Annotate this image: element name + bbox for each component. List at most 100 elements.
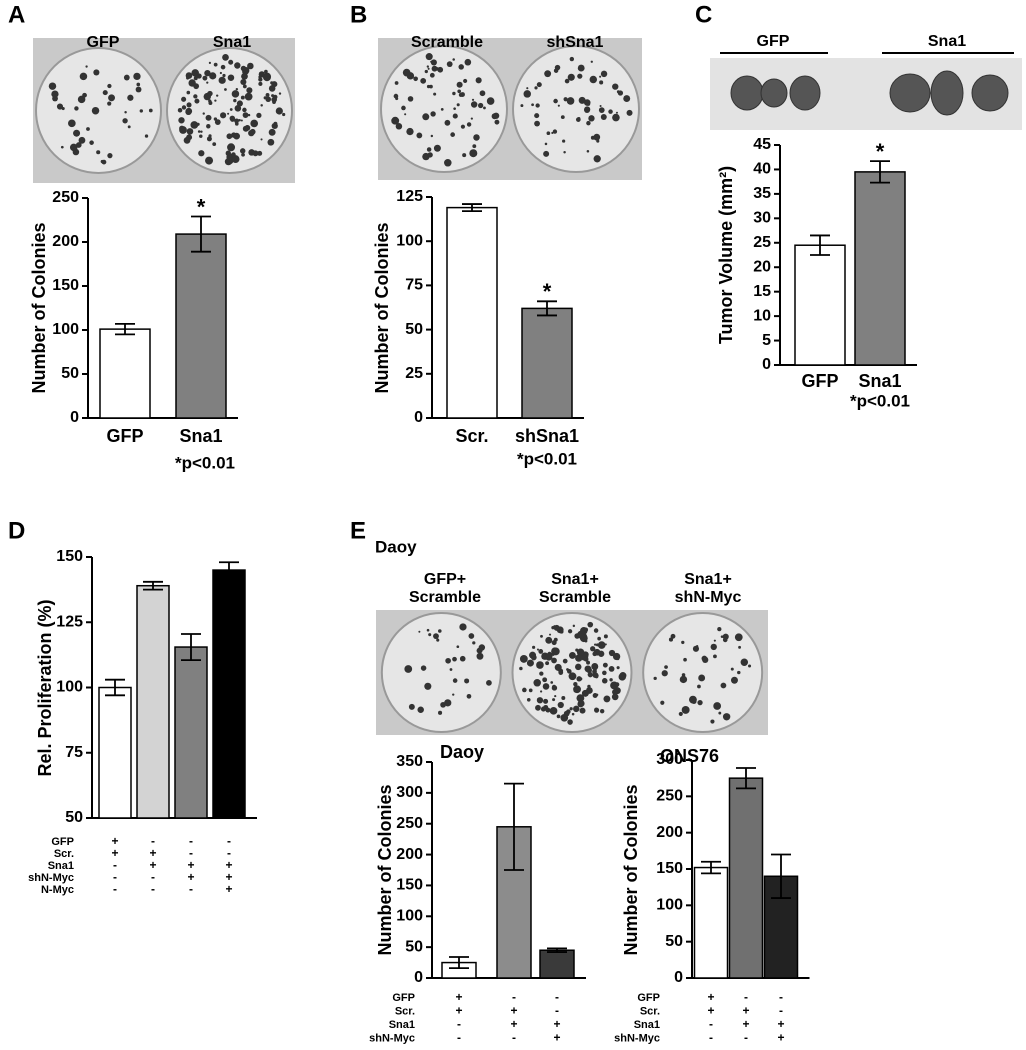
colony: [619, 672, 627, 680]
condition-name: shN-Myc: [28, 872, 74, 884]
colony: [575, 663, 582, 671]
y-tick-label: 300: [396, 784, 423, 801]
colony: [190, 121, 199, 129]
colony: [522, 687, 527, 693]
colony: [198, 150, 205, 157]
colony: [48, 82, 57, 90]
colony: [737, 670, 741, 675]
colony: [469, 149, 478, 158]
colony: [270, 81, 274, 85]
footnote: *p<0.01: [517, 449, 577, 468]
colony: [424, 682, 432, 690]
colony: [540, 634, 543, 638]
colony: [566, 97, 575, 105]
colony: [404, 113, 407, 116]
colony: [594, 643, 597, 646]
colony: [260, 72, 264, 76]
tumor: [760, 78, 788, 108]
dish: [512, 45, 640, 173]
condition-mark: -: [555, 1004, 559, 1018]
y-tick-label: 10: [753, 307, 771, 324]
colony: [194, 98, 200, 104]
colony: [553, 68, 559, 73]
colony: [600, 70, 608, 78]
colony: [394, 81, 399, 85]
x-tick-label: Scr.: [455, 426, 488, 446]
error-bar: [547, 947, 567, 953]
y-tick-label: 25: [405, 365, 423, 382]
condition-name: N-Myc: [41, 884, 74, 896]
condition-mark: -: [744, 990, 748, 1004]
colony: [183, 137, 191, 144]
y-tick-label: 20: [753, 258, 771, 275]
colony: [553, 98, 558, 104]
colony: [91, 106, 100, 115]
colony: [252, 150, 259, 157]
bar: [175, 233, 227, 419]
colony: [74, 106, 79, 111]
colony: [586, 120, 591, 126]
colony: [226, 133, 233, 140]
colony: [440, 108, 444, 111]
y-axis-label: Number of Colonies: [375, 784, 395, 955]
colony: [127, 94, 134, 101]
colony: [689, 695, 697, 704]
colony: [240, 119, 243, 122]
colony: [258, 75, 262, 79]
panel-letter: C: [695, 1, 712, 28]
condition-mark: -: [113, 870, 117, 884]
colony: [193, 76, 198, 81]
colony: [282, 112, 286, 117]
y-tick-label: 75: [65, 744, 83, 761]
error-bar: [701, 860, 721, 875]
colony: [459, 655, 466, 662]
colony: [264, 69, 268, 74]
error-bar: [143, 580, 163, 591]
colony: [426, 147, 432, 152]
colony: [464, 678, 470, 684]
colony: [554, 663, 562, 671]
colony: [271, 94, 275, 98]
colony: [438, 629, 442, 633]
colony: [89, 140, 94, 145]
colony: [599, 104, 602, 108]
condition-mark: +: [742, 1017, 749, 1031]
colony: [596, 139, 600, 143]
condition-mark: -: [189, 834, 193, 848]
y-tick-label: 75: [405, 277, 423, 294]
condition-mark: -: [227, 846, 231, 860]
colony: [536, 82, 542, 88]
colony: [536, 648, 540, 651]
colony: [148, 108, 153, 113]
colony: [267, 138, 275, 146]
colony: [458, 64, 464, 70]
colony: [577, 701, 584, 708]
colony: [222, 54, 229, 61]
y-tick-label: 200: [52, 233, 79, 250]
y-axis-label: Number of Colonies: [29, 222, 49, 393]
condition-mark: -: [709, 1031, 713, 1045]
condition-mark: -: [512, 990, 516, 1004]
condition-mark: +: [553, 1017, 560, 1031]
colony: [473, 134, 480, 141]
colony: [554, 694, 557, 698]
colony: [179, 125, 185, 132]
colony: [463, 78, 468, 84]
colony: [96, 150, 101, 155]
colony: [395, 123, 403, 130]
colony: [710, 643, 717, 651]
y-axis-label: Number of Colonies: [621, 784, 641, 955]
colony: [229, 108, 233, 111]
condition-mark: -: [151, 882, 155, 896]
colony: [541, 656, 545, 660]
bar: [212, 569, 246, 819]
colony: [445, 657, 451, 664]
colony: [475, 77, 482, 84]
error-bar: [181, 633, 201, 661]
colony: [426, 65, 429, 68]
x-tick-label: GFP: [801, 371, 838, 391]
colony: [244, 125, 250, 130]
x-tick-label: Sna1: [179, 426, 222, 446]
colony: [231, 155, 240, 164]
condition-name: Scr.: [640, 1005, 660, 1017]
